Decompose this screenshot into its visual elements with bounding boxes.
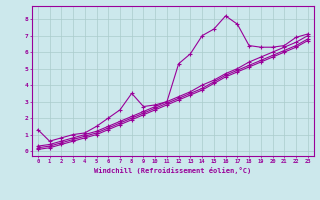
X-axis label: Windchill (Refroidissement éolien,°C): Windchill (Refroidissement éolien,°C) (94, 167, 252, 174)
